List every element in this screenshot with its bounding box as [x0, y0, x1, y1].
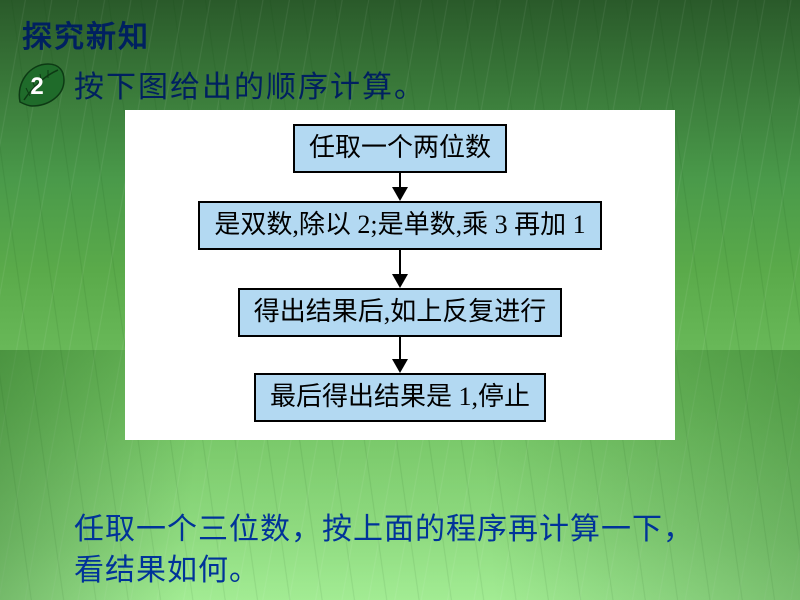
subtitle-text: 按下图给出的顺序计算。: [74, 71, 426, 104]
flowchart-node: 是双数,除以 2;是单数,乘 3 再加 1: [198, 201, 601, 250]
section-title-text: 探究新知: [22, 21, 150, 54]
flowchart-arrow: [392, 337, 408, 373]
leaf-badge: 2: [14, 58, 66, 110]
flowchart-arrow: [392, 250, 408, 288]
flowchart-node: 最后得出结果是 1,停止: [254, 373, 546, 422]
flowchart: 任取一个两位数是双数,除以 2;是单数,乘 3 再加 1 得出结果后,如上反复进行…: [141, 124, 659, 422]
instruction: 任取一个三位数，按上面的程序再计算一下， 看结果如何。: [74, 510, 694, 591]
step-number: 2: [30, 73, 43, 100]
instruction-line2: 看结果如何。: [74, 554, 260, 587]
flowchart-panel: 任取一个两位数是双数,除以 2;是单数,乘 3 再加 1 得出结果后,如上反复进行…: [125, 110, 675, 440]
section-title: 探究新知: [22, 12, 150, 56]
flowchart-arrow: [392, 173, 408, 201]
flowchart-node: 任取一个两位数: [293, 124, 507, 173]
subtitle: 按下图给出的顺序计算。: [74, 62, 426, 106]
leaf-icon: 2: [14, 58, 66, 110]
flowchart-node: 得出结果后,如上反复进行: [238, 288, 563, 337]
instruction-line1: 任取一个三位数，按上面的程序再计算一下，: [74, 513, 694, 546]
